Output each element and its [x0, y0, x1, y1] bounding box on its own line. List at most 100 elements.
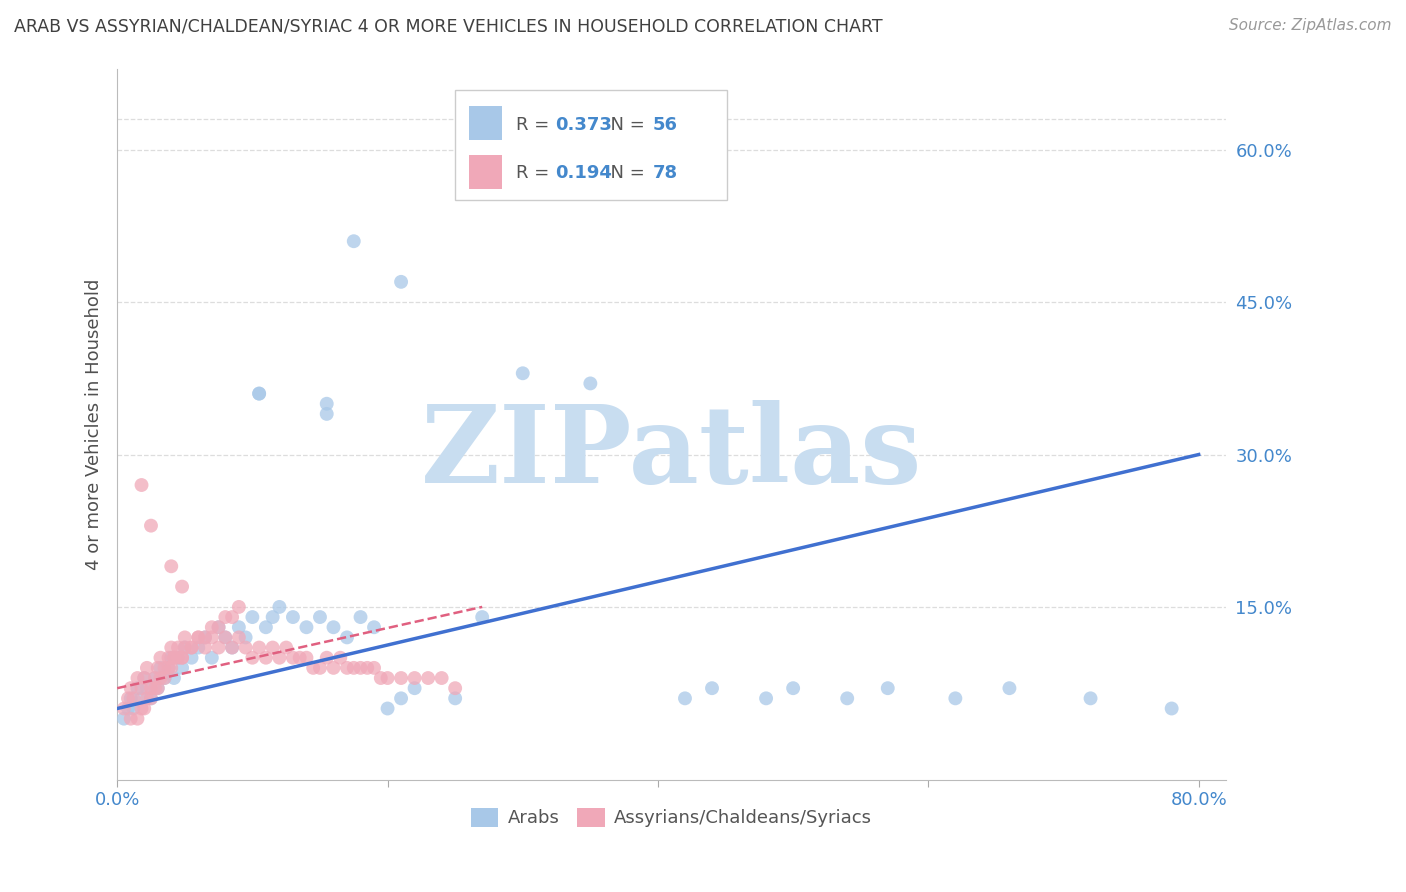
Point	[160, 559, 183, 574]
Point	[173, 640, 195, 655]
Point	[117, 691, 139, 706]
Point	[194, 631, 217, 645]
Point	[228, 620, 250, 634]
Point	[167, 650, 190, 665]
Y-axis label: 4 or more Vehicles in Household: 4 or more Vehicles in Household	[86, 278, 103, 570]
Point	[172, 661, 194, 675]
Point	[700, 681, 723, 696]
Point	[512, 366, 534, 380]
Point	[131, 681, 153, 696]
Point	[336, 631, 359, 645]
Point	[377, 701, 399, 715]
Text: ARAB VS ASSYRIAN/CHALDEAN/SYRIAC 4 OR MORE VEHICLES IN HOUSEHOLD CORRELATION CHA: ARAB VS ASSYRIAN/CHALDEAN/SYRIAC 4 OR MO…	[14, 18, 883, 36]
Point	[153, 671, 176, 685]
Point	[755, 691, 778, 706]
Text: Source: ZipAtlas.com: Source: ZipAtlas.com	[1229, 18, 1392, 33]
Point	[343, 234, 366, 248]
Point	[173, 640, 195, 655]
Point	[167, 640, 190, 655]
Point	[389, 671, 412, 685]
Point	[146, 681, 169, 696]
Point	[1080, 691, 1102, 706]
Point	[157, 661, 180, 675]
Point	[349, 661, 371, 675]
Point	[343, 661, 366, 675]
Point	[194, 631, 217, 645]
Point	[143, 671, 166, 685]
Point	[143, 681, 166, 696]
Point	[163, 650, 186, 665]
Point	[281, 650, 304, 665]
Point	[315, 407, 337, 421]
Text: 78: 78	[652, 164, 678, 182]
Point	[262, 640, 284, 655]
Point	[329, 650, 352, 665]
Point	[131, 691, 153, 706]
Point	[149, 671, 172, 685]
Point	[302, 661, 325, 675]
Point	[136, 661, 159, 675]
Point	[444, 691, 467, 706]
Point	[120, 691, 142, 706]
Point	[349, 610, 371, 624]
Point	[389, 691, 412, 706]
Point	[228, 631, 250, 645]
Point	[837, 691, 859, 706]
Point	[153, 671, 176, 685]
Point	[139, 518, 162, 533]
Point	[269, 599, 291, 614]
Point	[228, 599, 250, 614]
Point	[139, 691, 162, 706]
Point	[247, 386, 270, 401]
Point	[214, 631, 236, 645]
FancyBboxPatch shape	[468, 154, 502, 189]
Point	[139, 681, 162, 696]
Point	[146, 681, 169, 696]
Point	[262, 610, 284, 624]
Text: 56: 56	[652, 116, 678, 134]
Point	[221, 610, 243, 624]
Text: 0.194: 0.194	[555, 164, 612, 182]
Point	[247, 386, 270, 401]
Point	[127, 671, 149, 685]
Point	[122, 691, 145, 706]
Point	[172, 650, 194, 665]
Point	[377, 671, 399, 685]
Point	[430, 671, 453, 685]
Point	[172, 650, 194, 665]
Point	[322, 620, 344, 634]
Point	[201, 650, 224, 665]
Point	[180, 640, 202, 655]
Point	[214, 610, 236, 624]
Point	[214, 631, 236, 645]
Point	[322, 661, 344, 675]
Point	[112, 712, 135, 726]
Point	[117, 701, 139, 715]
Point	[201, 631, 224, 645]
Point	[120, 681, 142, 696]
Point	[201, 620, 224, 634]
Point	[315, 397, 337, 411]
Point	[221, 640, 243, 655]
Point	[187, 631, 209, 645]
Point	[363, 661, 385, 675]
Point	[295, 650, 318, 665]
Point	[149, 650, 172, 665]
Point	[288, 650, 311, 665]
Point	[876, 681, 898, 696]
Point	[160, 661, 183, 675]
Point	[146, 661, 169, 675]
Point	[471, 610, 494, 624]
Point	[221, 640, 243, 655]
Point	[998, 681, 1021, 696]
Point	[309, 610, 332, 624]
Point	[180, 650, 202, 665]
Point	[153, 661, 176, 675]
Point	[356, 661, 378, 675]
Point	[187, 631, 209, 645]
Point	[157, 650, 180, 665]
Point	[579, 376, 602, 391]
Point	[160, 650, 183, 665]
Point	[194, 640, 217, 655]
Point	[207, 620, 229, 634]
